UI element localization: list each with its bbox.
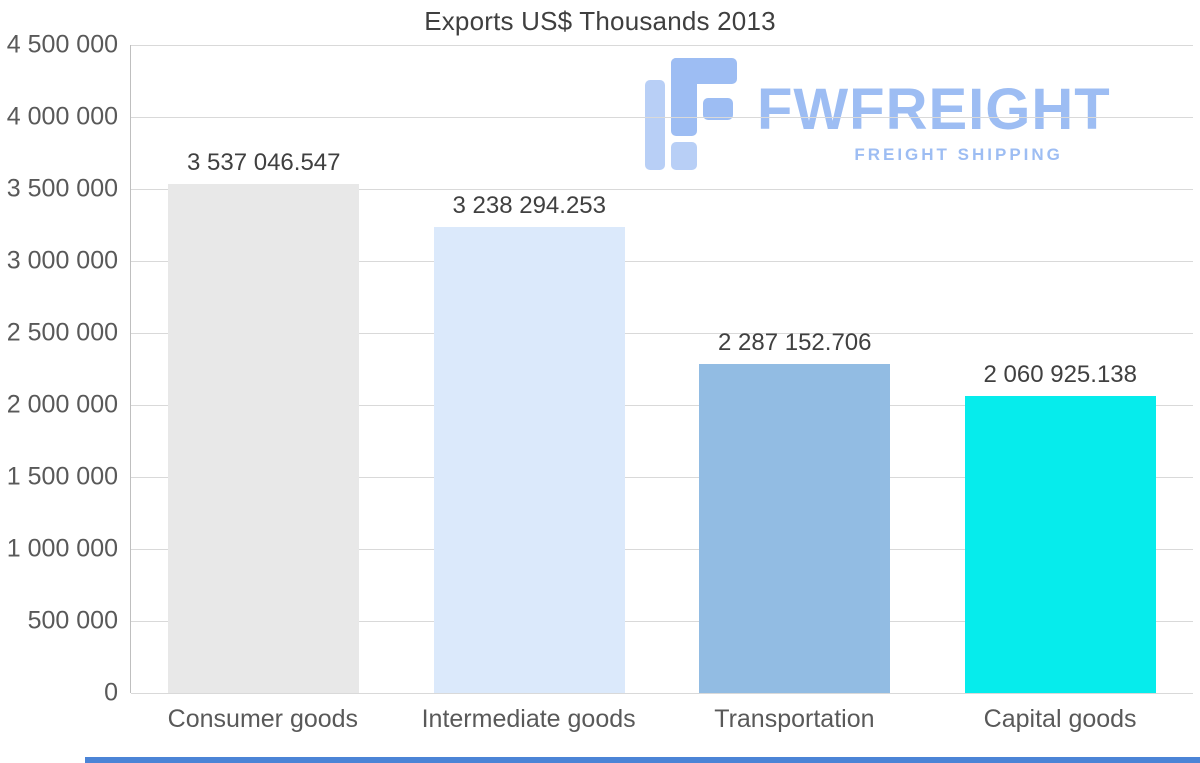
bar-column: 2 060 925.138 (928, 45, 1194, 693)
y-axis-tick-label: 2 000 000 (6, 390, 118, 419)
gridline (131, 693, 1193, 694)
y-axis-tick-label: 3 000 000 (6, 246, 118, 275)
bar-value-label: 2 060 925.138 (983, 361, 1137, 389)
bar-consumer-goods (168, 183, 360, 693)
x-axis-category-label: Transportation (714, 705, 875, 733)
y-axis-tick-label: 4 000 000 (6, 102, 118, 131)
bar-transportation (699, 363, 891, 693)
gridline (131, 45, 1193, 46)
y-axis-tick-label: 500 000 (27, 606, 118, 635)
y-axis-tick-label: 0 (104, 678, 118, 707)
footer-strip (85, 757, 1200, 763)
gridline (131, 332, 1193, 334)
y-axis-tick-label: 1 500 000 (6, 462, 118, 491)
gridline (131, 477, 1193, 478)
x-axis-category-label: Consumer goods (167, 705, 359, 733)
bars: 3 537 046.547 3 238 294.253 2 287 152.706 2… (131, 45, 1193, 693)
bar-column: 3 537 046.547 (131, 45, 397, 693)
gridlines (131, 45, 1193, 694)
gridline (131, 549, 1193, 550)
y-axis-tick-label: 2 500 000 (6, 318, 118, 347)
bar-column: 3 238 294.253 (397, 45, 663, 693)
bar-value-label: 3 238 294.253 (452, 191, 606, 219)
x-axis-category-label: Capital goods (983, 705, 1137, 733)
gridline (131, 261, 1193, 262)
chart-title: Exports US$ Thousands 2013 (424, 6, 776, 36)
gridline (131, 620, 1193, 622)
y-axis-tick-label: 1 000 000 (6, 534, 118, 563)
bar-value-label: 2 287 152.706 (718, 328, 872, 356)
y-axis-labels: 4 500 000 4 000 000 3 500 000 3 000 000 2 50… (0, 31, 118, 707)
x-axis-labels: Consumer goods Intermediate goods Transpor… (130, 705, 1193, 734)
bar-value-label: 3 537 046.547 (187, 148, 341, 176)
bar-column: 2 287 152.706 (662, 45, 928, 693)
x-axis-category-label: Intermediate goods (421, 705, 636, 733)
y-axis-tick-label: 4 500 000 (6, 30, 118, 59)
plot-area: 3 537 046.547 3 238 294.253 2 287 152.706 2… (130, 45, 1193, 694)
bar-intermediate-goods (433, 226, 625, 693)
y-axis-tick-label: 3 500 000 (6, 174, 118, 203)
gridline (131, 116, 1193, 118)
gridline (131, 188, 1193, 190)
bar-capital-goods (964, 396, 1156, 693)
gridline (131, 405, 1193, 406)
